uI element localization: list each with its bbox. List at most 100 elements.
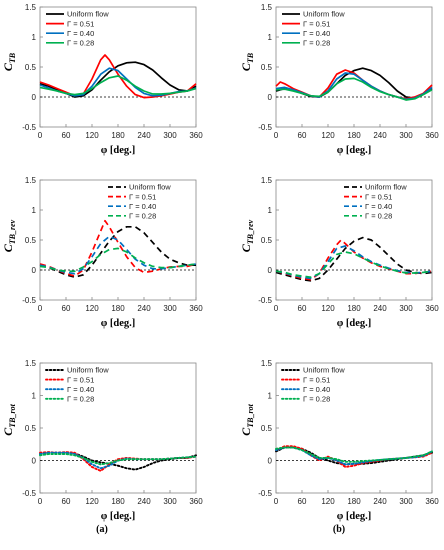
y-tick-label: 0.5 bbox=[25, 63, 37, 72]
legend-label-1: Γ = 0.51 bbox=[303, 375, 330, 384]
series-line-3 bbox=[275, 77, 433, 101]
x-tick-label: 300 bbox=[163, 131, 177, 140]
x-tick-label: 240 bbox=[373, 131, 387, 140]
x-axis-label: φ [deg.] bbox=[337, 145, 372, 156]
y-tick-label: 1 bbox=[268, 33, 273, 42]
series-line-1 bbox=[275, 239, 433, 281]
series-line-3 bbox=[275, 446, 433, 463]
plot-frame bbox=[275, 179, 433, 301]
y-tick-label: -0.5 bbox=[258, 296, 272, 305]
y-tick-label: 1.5 bbox=[261, 359, 273, 368]
y-tick-label: 0.5 bbox=[25, 236, 37, 245]
legend-label-2: Γ = 0.40 bbox=[303, 385, 330, 394]
y-tick-label: 1 bbox=[32, 206, 37, 215]
y-tick-label: 0.5 bbox=[25, 424, 37, 433]
x-tick-label: 0 bbox=[274, 304, 279, 313]
legend-label-2: Γ = 0.40 bbox=[365, 202, 392, 211]
x-tick-label: 120 bbox=[85, 497, 99, 506]
x-tick-label: 240 bbox=[137, 497, 151, 506]
y-tick-label: 1 bbox=[268, 206, 273, 215]
y-axis-label: CTB_rev bbox=[1, 219, 17, 252]
plot-frame bbox=[275, 362, 433, 494]
x-tick-label: 60 bbox=[62, 497, 71, 506]
series-line-1 bbox=[275, 445, 433, 468]
x-tick-label: 180 bbox=[111, 497, 125, 506]
y-tick-label: 1.5 bbox=[261, 3, 273, 12]
y-tick-label: 1.5 bbox=[25, 3, 37, 12]
legend-label-3: Γ = 0.28 bbox=[303, 39, 330, 48]
legend-label-0: Uniform flow bbox=[129, 183, 171, 192]
x-tick-label: 60 bbox=[62, 131, 71, 140]
x-tick-label: 360 bbox=[425, 131, 439, 140]
y-tick-label: 0.5 bbox=[261, 236, 273, 245]
x-tick-label: 60 bbox=[298, 497, 307, 506]
y-tick-label: 1 bbox=[268, 392, 273, 401]
x-tick-label: 0 bbox=[274, 497, 279, 506]
x-tick-label: 0 bbox=[38, 304, 43, 313]
x-tick-label: 0 bbox=[38, 131, 43, 140]
y-tick-label: 1 bbox=[32, 392, 37, 401]
y-tick-label: 0 bbox=[32, 457, 37, 466]
y-axis-label: CTB_rot bbox=[1, 403, 17, 435]
x-tick-label: 180 bbox=[347, 304, 361, 313]
legend-label-2: Γ = 0.40 bbox=[67, 385, 94, 394]
y-axis-label: CTB_rot bbox=[239, 403, 255, 435]
plot-frame bbox=[39, 179, 197, 301]
x-tick-label: 240 bbox=[137, 131, 151, 140]
x-tick-label: 180 bbox=[111, 131, 125, 140]
x-tick-label: 180 bbox=[111, 304, 125, 313]
legend-label-0: Uniform flow bbox=[67, 366, 109, 375]
x-tick-label: 300 bbox=[163, 304, 177, 313]
x-tick-label: 300 bbox=[163, 497, 177, 506]
y-tick-label: 1.5 bbox=[25, 359, 37, 368]
x-tick-label: 120 bbox=[85, 304, 99, 313]
y-tick-label: 0.5 bbox=[261, 63, 273, 72]
y-tick-label: 0 bbox=[268, 266, 273, 275]
y-axis-label: CTB bbox=[239, 52, 255, 71]
x-axis-label: φ [deg.] bbox=[337, 318, 372, 329]
series-line-3 bbox=[39, 75, 197, 96]
caption-b: (b) bbox=[333, 524, 345, 535]
x-tick-label: 300 bbox=[399, 131, 413, 140]
legend-label-0: Uniform flow bbox=[67, 10, 109, 19]
series-line-0 bbox=[275, 236, 433, 282]
legend-label-1: Γ = 0.51 bbox=[129, 192, 156, 201]
legend-label-1: Γ = 0.51 bbox=[365, 192, 392, 201]
x-tick-label: 360 bbox=[189, 497, 203, 506]
y-tick-label: 1 bbox=[32, 33, 37, 42]
legend-label-2: Γ = 0.40 bbox=[303, 29, 330, 38]
x-tick-label: 360 bbox=[189, 304, 203, 313]
x-tick-label: 0 bbox=[274, 131, 279, 140]
legend-label-1: Γ = 0.51 bbox=[67, 19, 94, 28]
y-tick-label: 0 bbox=[268, 93, 273, 102]
x-tick-label: 120 bbox=[321, 304, 335, 313]
x-tick-label: 120 bbox=[321, 131, 335, 140]
legend-label-3: Γ = 0.28 bbox=[129, 212, 156, 221]
plot-frame bbox=[39, 6, 197, 128]
caption-a: (a) bbox=[96, 524, 108, 535]
y-axis-label: CTB_rev bbox=[239, 219, 255, 252]
series-line-3 bbox=[275, 251, 433, 279]
x-tick-label: 180 bbox=[347, 497, 361, 506]
legend-label-3: Γ = 0.28 bbox=[67, 395, 94, 404]
x-axis-label: φ [deg.] bbox=[101, 511, 136, 522]
y-tick-label: 0.5 bbox=[261, 424, 273, 433]
plot-frame bbox=[39, 362, 197, 494]
x-axis-label: φ [deg.] bbox=[101, 318, 136, 329]
series-line-3 bbox=[39, 247, 197, 273]
legend-label-1: Γ = 0.51 bbox=[67, 375, 94, 384]
x-tick-label: 300 bbox=[399, 497, 413, 506]
x-tick-label: 60 bbox=[62, 304, 71, 313]
legend-label-3: Γ = 0.28 bbox=[365, 212, 392, 221]
y-axis-label: CTB bbox=[1, 52, 17, 71]
x-tick-label: 60 bbox=[298, 304, 307, 313]
x-tick-label: 120 bbox=[321, 497, 335, 506]
x-tick-label: 240 bbox=[373, 304, 387, 313]
